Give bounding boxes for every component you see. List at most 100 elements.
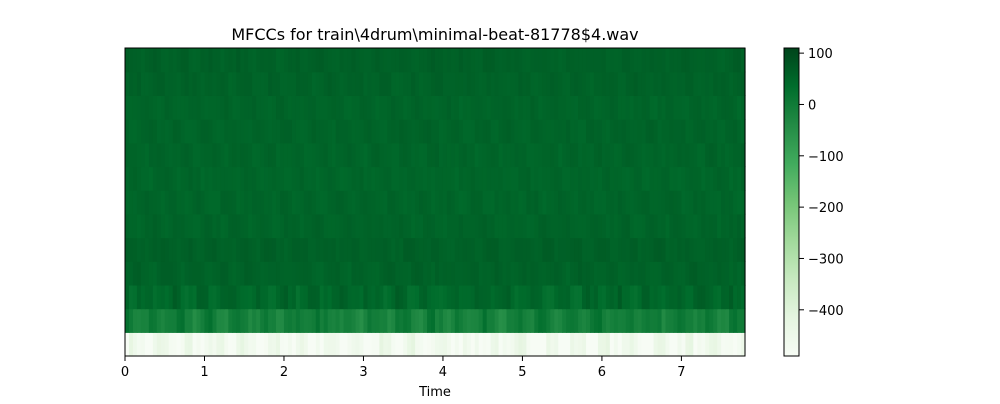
heatmap-cell <box>375 190 380 215</box>
heatmap-cell <box>586 332 591 357</box>
heatmap-cell <box>438 142 444 168</box>
heatmap-cell <box>582 95 587 120</box>
heatmap-cell <box>669 95 675 120</box>
heatmap-cell <box>168 332 174 357</box>
heatmap-cell <box>709 119 714 144</box>
heatmap-cell <box>502 166 508 191</box>
heatmap-cell <box>391 166 396 191</box>
heatmap-cell <box>693 71 698 96</box>
heatmap-cell <box>244 308 249 333</box>
heatmap-cell <box>319 261 325 286</box>
heatmap-cell <box>450 48 456 73</box>
heatmap-cell <box>546 166 551 191</box>
heatmap-cell <box>379 284 384 310</box>
heatmap-cell <box>375 166 380 191</box>
heatmap-cell <box>431 332 436 357</box>
heatmap-cell <box>132 166 138 191</box>
heatmap-cell <box>168 237 174 262</box>
heatmap-cell <box>363 332 369 357</box>
heatmap-cell <box>538 213 543 239</box>
heatmap-cell <box>387 71 392 96</box>
heatmap-cell <box>454 142 460 168</box>
heatmap-cell <box>605 308 611 333</box>
heatmap-cell <box>395 308 400 333</box>
heatmap-cell <box>411 284 416 310</box>
heatmap-cell <box>435 119 440 144</box>
heatmap-cell <box>550 261 555 286</box>
heatmap-cell <box>136 95 142 120</box>
heatmap-cell <box>574 284 579 310</box>
heatmap-cell <box>530 142 535 168</box>
heatmap-cell <box>713 119 718 144</box>
heatmap-cell <box>156 119 162 144</box>
heatmap-cell <box>693 142 698 168</box>
heatmap-cell <box>240 261 245 286</box>
heatmap-cell <box>287 119 293 144</box>
heatmap-cell <box>343 119 349 144</box>
heatmap-cell <box>609 166 615 191</box>
heatmap-cell <box>367 119 373 144</box>
heatmap-cell <box>176 119 182 144</box>
heatmap-cell <box>522 95 528 120</box>
heatmap-cell <box>283 48 289 73</box>
heatmap-cell <box>192 71 198 96</box>
heatmap-cell <box>283 95 289 120</box>
heatmap-cell <box>454 190 460 215</box>
heatmap-cell <box>601 48 607 73</box>
heatmap-cell <box>307 48 313 73</box>
heatmap-cell <box>371 237 376 262</box>
heatmap-cell <box>721 261 726 286</box>
heatmap-cell <box>578 284 583 310</box>
heatmap-cell <box>689 71 694 96</box>
heatmap-cell <box>693 261 698 286</box>
heatmap-cell <box>339 308 345 333</box>
heatmap-cell <box>649 332 655 357</box>
heatmap-cell <box>617 308 623 333</box>
heatmap-cell <box>387 95 392 120</box>
heatmap-cell <box>482 119 488 144</box>
heatmap-cell <box>633 71 639 96</box>
heatmap-cell <box>220 332 225 357</box>
heatmap-cell <box>605 142 611 168</box>
heatmap-cell <box>144 308 150 333</box>
heatmap-cell <box>204 95 210 120</box>
heatmap-cell <box>136 261 142 286</box>
heatmap-cell <box>673 190 679 215</box>
heatmap-cell <box>597 237 603 262</box>
heatmap-cell <box>510 95 516 120</box>
heatmap-cell <box>514 213 520 239</box>
heatmap-cell <box>482 237 488 262</box>
heatmap-cell <box>665 71 671 96</box>
heatmap-cell <box>737 95 742 120</box>
heatmap-cell <box>359 95 365 120</box>
heatmap-cell <box>737 261 742 286</box>
heatmap-cell <box>486 95 492 120</box>
heatmap-cell <box>665 237 671 262</box>
heatmap-cell <box>514 332 520 357</box>
heatmap-cell <box>621 261 627 286</box>
heatmap-cell <box>498 48 504 73</box>
heatmap-cell <box>224 261 229 286</box>
heatmap-cell <box>351 95 357 120</box>
heatmap-cell <box>661 332 667 357</box>
heatmap-cell <box>140 119 146 144</box>
heatmap-cell <box>299 71 305 96</box>
colorbar <box>783 47 800 357</box>
heatmap-cell <box>486 213 492 239</box>
heatmap-cell <box>435 213 440 239</box>
heatmap-cell <box>601 261 607 286</box>
heatmap-cell <box>597 308 603 333</box>
heatmap-cell <box>685 213 690 239</box>
heatmap-cell <box>681 237 686 262</box>
heatmap-cell <box>685 142 690 168</box>
heatmap-cell <box>268 142 273 168</box>
heatmap-cell <box>613 213 619 239</box>
heatmap-cell <box>244 213 249 239</box>
heatmap-cell <box>633 190 639 215</box>
heatmap-cell <box>367 71 373 96</box>
heatmap-cell <box>371 71 376 96</box>
heatmap-cell <box>673 142 679 168</box>
heatmap-cell <box>204 332 210 357</box>
heatmap-cell <box>593 332 599 357</box>
heatmap-cell <box>681 48 686 73</box>
